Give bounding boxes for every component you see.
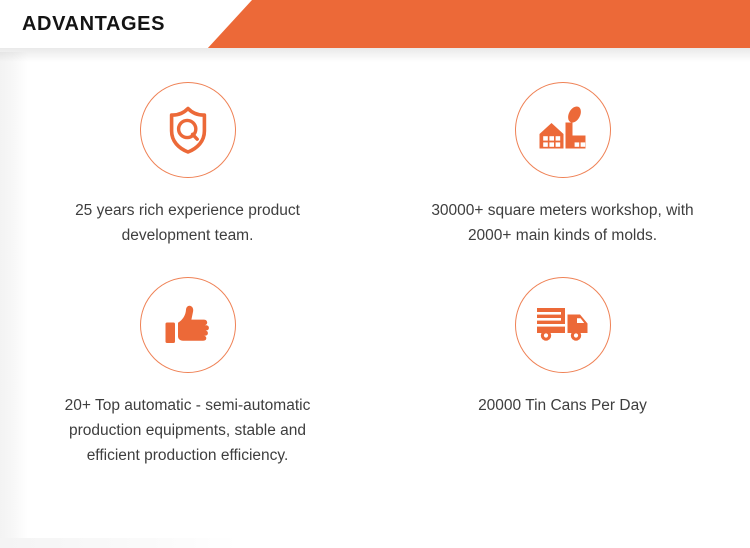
- section-header: ADVANTAGES: [0, 0, 750, 48]
- advantage-text: 25 years rich experience product develop…: [75, 202, 300, 244]
- thumbs-up-icon: [163, 300, 213, 350]
- icon-circle: [139, 82, 236, 178]
- advantage-item: 20000 Tin Cans Per Day: [375, 257, 750, 452]
- icon-circle: [139, 277, 236, 373]
- header-title-banner: [0, 0, 252, 48]
- shield-quality-icon: [162, 104, 214, 156]
- advantage-text: 20+ Top automatic - semi-automatic produ…: [64, 397, 311, 464]
- advantage-item: 20+ Top automatic - semi-automatic produ…: [0, 257, 375, 464]
- advantage-item: 25 years rich experience product develop…: [0, 62, 375, 257]
- factory-icon: [536, 104, 590, 156]
- advantage-text: 30000+ square meters workshop, with 2000…: [431, 202, 694, 244]
- page-title: ADVANTAGES: [22, 13, 166, 35]
- delivery-truck-icon: [534, 304, 591, 346]
- header-dropshadow: [0, 48, 750, 62]
- advantage-item: 30000+ square meters workshop, with 2000…: [375, 62, 750, 257]
- icon-circle: [514, 277, 611, 373]
- icon-circle: [514, 82, 611, 178]
- bottom-edge-band: [0, 538, 238, 548]
- advantage-text: 20000 Tin Cans Per Day: [478, 397, 647, 414]
- advantages-grid: 25 years rich experience product develop…: [0, 62, 750, 532]
